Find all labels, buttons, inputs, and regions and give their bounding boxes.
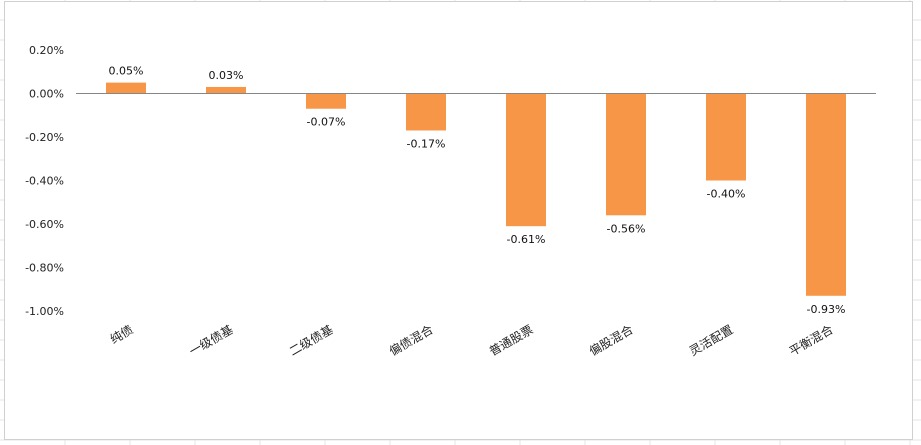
data-label: -0.61% — [507, 233, 546, 246]
bar — [206, 86, 246, 94]
data-label: 0.05% — [109, 65, 144, 78]
data-label: -0.17% — [407, 137, 446, 150]
category-label: 灵活配置 — [687, 322, 736, 358]
data-label: 0.03% — [209, 69, 244, 82]
y-tick-label: -0.60% — [25, 218, 64, 231]
y-tick-label: -0.80% — [25, 262, 64, 275]
y-tick-label: -0.40% — [25, 175, 64, 188]
bar — [606, 93, 646, 216]
data-labels: 0.05% 0.03% -0.07% -0.17% -0.61% -0.56% -0.40%… — [109, 65, 846, 316]
data-label: -0.93% — [807, 303, 846, 316]
bar — [706, 93, 746, 181]
y-axis-tick-labels: 0.20% 0.00% -0.20% -0.40% -0.60% -0.80% -1.00% — [25, 44, 64, 318]
y-tick-label: 0.20% — [29, 44, 64, 57]
category-label: 纯债 — [108, 322, 136, 346]
bar — [806, 93, 846, 296]
chart-frame[interactable] — [4, 1, 913, 440]
category-label: 一级债基 — [187, 322, 236, 358]
category-label: 平衡混合 — [786, 322, 835, 359]
bar — [506, 93, 546, 227]
data-label: -0.40% — [707, 188, 746, 201]
bars — [106, 82, 846, 296]
data-label: -0.07% — [307, 116, 346, 129]
category-label: 偏股混合 — [586, 322, 635, 359]
category-label: 偏债混合 — [386, 322, 435, 359]
bar — [306, 93, 346, 109]
category-label: 普通股票 — [487, 322, 536, 358]
y-tick-label: -0.20% — [25, 131, 64, 144]
y-tick-label: 0.00% — [29, 88, 64, 101]
bar — [406, 93, 446, 131]
category-label: 二级债基 — [287, 322, 336, 358]
data-label: -0.56% — [607, 222, 646, 235]
category-labels: 纯债 一级债基 二级债基 偏债混合 普通股票 偏股混合 灵活配置 平衡混合 — [108, 322, 836, 359]
bar — [106, 82, 146, 94]
y-tick-label: -1.00% — [25, 305, 64, 318]
